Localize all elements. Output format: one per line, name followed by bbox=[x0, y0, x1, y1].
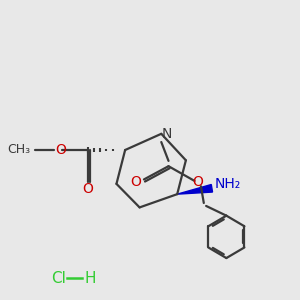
Text: N: N bbox=[161, 127, 172, 141]
Text: Cl: Cl bbox=[51, 271, 66, 286]
Polygon shape bbox=[177, 184, 212, 194]
Text: O: O bbox=[192, 176, 203, 189]
Text: O: O bbox=[56, 143, 66, 157]
Text: O: O bbox=[82, 182, 93, 196]
Text: NH₂: NH₂ bbox=[215, 177, 241, 191]
Text: CH₃: CH₃ bbox=[7, 143, 30, 157]
Text: H: H bbox=[85, 271, 96, 286]
Text: O: O bbox=[130, 176, 141, 189]
